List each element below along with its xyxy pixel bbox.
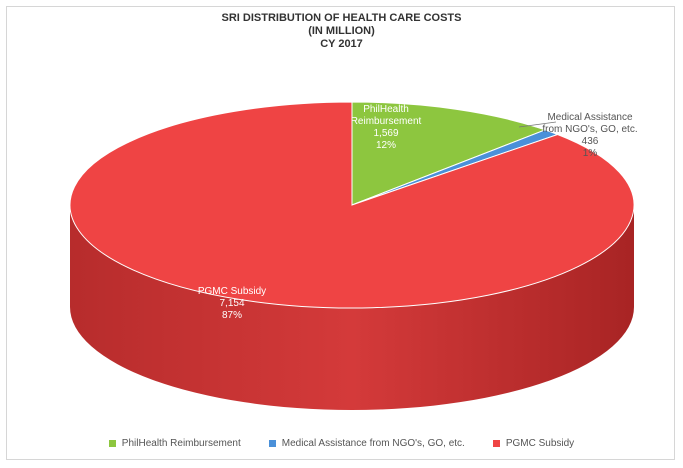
pie-side-3d — [70, 205, 634, 410]
data-label-pgmc-subsidy: PGMC Subsidy 7,154 87% — [198, 286, 266, 321]
chart-title-block: SRI DISTRIBUTION OF HEALTH CARE COSTS (I… — [0, 12, 683, 51]
data-label-line: PGMC Subsidy — [198, 286, 266, 297]
legend-item-philhealth: PhilHealth Reimbursement — [108, 438, 241, 449]
data-label-line: Medical Assistance — [547, 112, 632, 123]
data-label-line: 436 — [582, 136, 599, 147]
pie-slice-pgmc-subsidy — [69, 101, 635, 309]
data-label-line: 87% — [222, 310, 242, 321]
legend-item-medical-assistance: Medical Assistance from NGO's, GO, etc. — [268, 438, 465, 449]
legend-swatch-pgmc-subsidy — [492, 440, 500, 447]
chart-subtitle-year: CY 2017 — [320, 38, 363, 50]
legend-label-pgmc-subsidy: PGMC Subsidy — [505, 438, 575, 449]
legend-swatch-medical-assistance — [268, 440, 276, 447]
data-label-medical-assistance-from-ngo-s-go-etc: Medical Assistance from NGO's, GO, etc. 43… — [542, 112, 637, 159]
data-label-line: from NGO's, GO, etc. — [542, 124, 637, 135]
data-label-line: 1% — [583, 148, 598, 159]
legend-label-philhealth: PhilHealth Reimbursement — [121, 438, 241, 449]
legend-swatch-philhealth — [108, 440, 116, 447]
chart-title: SRI DISTRIBUTION OF HEALTH CARE COSTS — [221, 12, 462, 24]
data-label-line: 7,154 — [219, 298, 244, 309]
data-label-line: Reimbursement — [351, 116, 422, 127]
chart-subtitle-units: (IN MILLION) — [308, 25, 375, 37]
data-label-line: 1,569 — [373, 128, 398, 139]
leader-line-medical-assistance — [518, 121, 557, 128]
legend: PhilHealth Reimbursement Medical Assista… — [0, 438, 683, 449]
data-label-line: PhilHealth — [363, 104, 409, 115]
legend-label-medical-assistance: Medical Assistance from NGO's, GO, etc. — [281, 438, 465, 449]
pie-data-labels: PhilHealth Reimbursement 1,569 12% Medical A… — [198, 104, 638, 321]
data-label-philhealth-reimbursement: PhilHealth Reimbursement 1,569 12% — [351, 104, 422, 151]
pie-side-wall — [70, 205, 634, 410]
pie-slices — [69, 101, 635, 309]
data-label-line: 12% — [376, 140, 396, 151]
legend-item-pgmc-subsidy: PGMC Subsidy — [492, 438, 575, 449]
